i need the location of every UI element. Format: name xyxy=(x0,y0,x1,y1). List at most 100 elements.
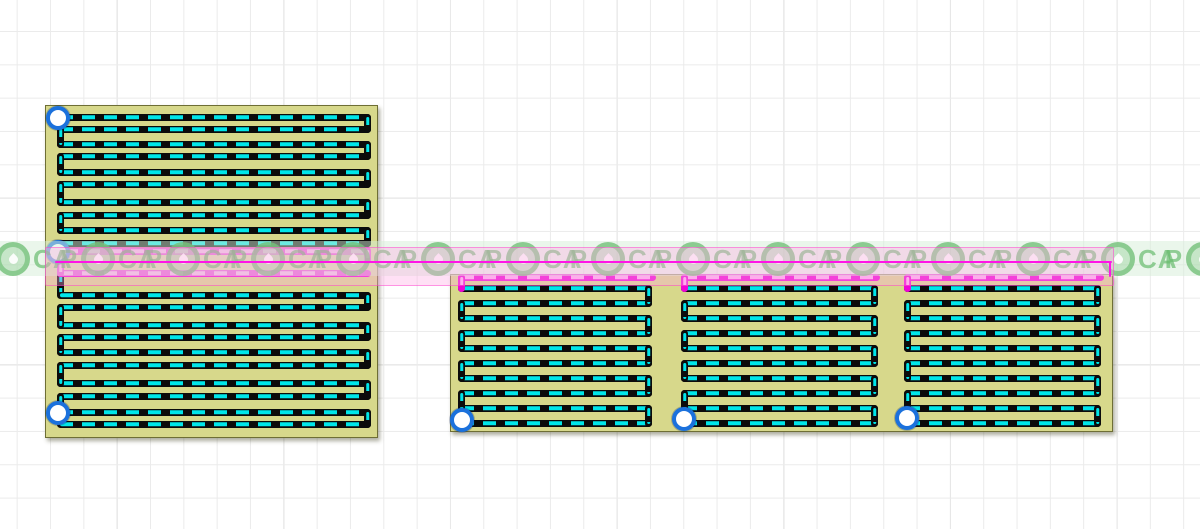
trace-left-board-g0-turn[interactable] xyxy=(57,152,64,176)
trace-left-board-g0-row[interactable] xyxy=(57,140,371,148)
trace-left-board-g1-row[interactable] xyxy=(57,348,371,356)
trace-left-board-g1-row[interactable] xyxy=(57,392,371,400)
trace-right-board-g4-row[interactable] xyxy=(904,374,1101,382)
trace-left-board-g0-turn[interactable] xyxy=(57,180,64,206)
trace-right-board-g2-turn[interactable] xyxy=(458,329,465,352)
trace-right-board-g4-selected-trace[interactable] xyxy=(904,273,1104,281)
ratsnest-line[interactable] xyxy=(55,260,1112,264)
trace-left-board-g0-row[interactable] xyxy=(57,152,371,160)
trace-right-board-g2-row[interactable] xyxy=(458,359,652,367)
trace-left-board-g1-row[interactable] xyxy=(57,420,371,428)
trace-right-board-g3-row[interactable] xyxy=(681,329,878,337)
trace-right-board-g4-turn[interactable] xyxy=(904,299,911,322)
trace-right-board-g3-row[interactable] xyxy=(681,389,878,397)
trace-left-board-g0-turn[interactable] xyxy=(364,113,371,133)
trace-left-board-g1-row[interactable] xyxy=(57,303,371,311)
trace-right-board-g3-turn[interactable] xyxy=(871,284,878,307)
trace-right-board-g4-turn[interactable] xyxy=(1094,404,1101,427)
trace-right-board-g3-row[interactable] xyxy=(681,404,878,412)
trace-right-board-g3-selected-trace[interactable] xyxy=(681,273,880,281)
trace-left-board-g0-row[interactable] xyxy=(57,125,371,133)
trace-left-board-g1-turn[interactable] xyxy=(57,303,64,329)
trace-left-board-g1-prev[interactable] xyxy=(57,271,64,298)
trace-right-board-g4-row[interactable] xyxy=(904,419,1101,427)
trace-right-board-g2-row[interactable] xyxy=(458,299,652,307)
trace-left-board-g1-turn[interactable] xyxy=(364,348,371,369)
trace-right-board-g3-row[interactable] xyxy=(681,299,878,307)
trace-left-board-g1-row[interactable] xyxy=(57,321,371,329)
trace-right-board-g4-row[interactable] xyxy=(904,329,1101,337)
trace-left-board-g0-turn[interactable] xyxy=(364,198,371,219)
trace-right-board-g2-row[interactable] xyxy=(458,284,652,292)
trace-right-board-g4-row[interactable] xyxy=(904,359,1101,367)
trace-left-board-g1-turn[interactable] xyxy=(364,291,371,311)
selection-highlight[interactable] xyxy=(45,247,1114,286)
trace-right-board-g2-turn[interactable] xyxy=(458,299,465,322)
trace-right-board-g4-turn[interactable] xyxy=(904,359,911,382)
trace-left-board-g0-turn[interactable] xyxy=(364,168,371,188)
trace-right-board-g2-row[interactable] xyxy=(458,389,652,397)
trace-right-board-g4-selected-turn[interactable] xyxy=(904,273,911,292)
trace-right-board-g2-turn[interactable] xyxy=(645,404,652,427)
trace-left-board-g0-turn[interactable] xyxy=(57,125,64,148)
trace-right-board-g3-row[interactable] xyxy=(681,359,878,367)
trace-right-board-g2-row[interactable] xyxy=(458,314,652,322)
ratsnest-stub[interactable] xyxy=(1108,262,1112,277)
trace-right-board-g3-turn[interactable] xyxy=(681,359,688,382)
trace-right-board-g4-row[interactable] xyxy=(904,314,1101,322)
trace-right-board-g4-turn[interactable] xyxy=(904,329,911,352)
trace-right-board-g3-turn[interactable] xyxy=(871,374,878,397)
trace-left-board-g1-turn[interactable] xyxy=(364,408,371,428)
trace-left-board-g1-turn[interactable] xyxy=(364,321,371,341)
trace-right-board-g3-row[interactable] xyxy=(681,374,878,382)
trace-left-board-g1-row[interactable] xyxy=(57,291,371,299)
via-pad[interactable] xyxy=(45,400,70,425)
trace-left-board-g0-row[interactable] xyxy=(57,198,371,206)
trace-left-board-g1-row[interactable] xyxy=(57,333,371,341)
trace-right-board-g4-turn[interactable] xyxy=(904,389,911,412)
trace-left-board-g1-turn[interactable] xyxy=(57,361,64,387)
trace-right-board-g4-turn[interactable] xyxy=(1094,374,1101,397)
trace-right-board-g3-selected-turn[interactable] xyxy=(681,273,688,292)
trace-left-board-g0-turn[interactable] xyxy=(364,226,371,247)
trace-right-board-g4-row[interactable] xyxy=(904,299,1101,307)
trace-right-board-g2-turn[interactable] xyxy=(458,389,465,412)
trace-right-board-g2-turn[interactable] xyxy=(458,359,465,382)
trace-right-board-g2-turn[interactable] xyxy=(645,314,652,337)
via-pad[interactable] xyxy=(45,105,70,130)
trace-left-board-g1-row[interactable] xyxy=(57,379,371,387)
trace-left-board-g1-turn[interactable] xyxy=(57,333,64,356)
trace-right-board-g4-row[interactable] xyxy=(904,389,1101,397)
trace-right-board-g3-row[interactable] xyxy=(681,284,878,292)
trace-left-board-g1-row[interactable] xyxy=(57,361,371,369)
trace-right-board-g2-turn[interactable] xyxy=(645,284,652,307)
trace-right-board-g3-row[interactable] xyxy=(681,314,878,322)
trace-left-board-g1-turn[interactable] xyxy=(364,379,371,400)
trace-right-board-g4-row[interactable] xyxy=(904,404,1101,412)
trace-right-board-g3-row[interactable] xyxy=(681,419,878,427)
trace-left-board-g0-row[interactable] xyxy=(57,211,371,219)
trace-left-board-g0-row[interactable] xyxy=(57,226,371,234)
trace-right-board-g4-turn[interactable] xyxy=(1094,344,1101,367)
via-pad[interactable] xyxy=(894,405,919,430)
trace-right-board-g4-row[interactable] xyxy=(904,344,1101,352)
via-pad[interactable] xyxy=(671,406,696,431)
trace-right-board-g2-row[interactable] xyxy=(458,374,652,382)
trace-right-board-g2-row[interactable] xyxy=(458,419,652,427)
trace-right-board-g3-turn[interactable] xyxy=(681,389,688,412)
trace-right-board-g2-row[interactable] xyxy=(458,329,652,337)
via-pad[interactable] xyxy=(449,407,474,432)
trace-right-board-g2-turn[interactable] xyxy=(645,344,652,367)
trace-right-board-g2-turn[interactable] xyxy=(645,374,652,397)
trace-right-board-g4-turn[interactable] xyxy=(1094,284,1101,307)
trace-left-board-g0-turn[interactable] xyxy=(57,211,64,234)
trace-left-board-g1-row[interactable] xyxy=(57,408,371,416)
trace-left-board-g0-row[interactable] xyxy=(57,168,371,176)
trace-right-board-g3-turn[interactable] xyxy=(681,329,688,352)
trace-left-board-g0-turn[interactable] xyxy=(364,140,371,160)
trace-right-board-g3-turn[interactable] xyxy=(871,314,878,337)
trace-right-board-g3-turn[interactable] xyxy=(871,344,878,367)
trace-right-board-g3-row[interactable] xyxy=(681,344,878,352)
trace-right-board-g2-row[interactable] xyxy=(458,404,652,412)
